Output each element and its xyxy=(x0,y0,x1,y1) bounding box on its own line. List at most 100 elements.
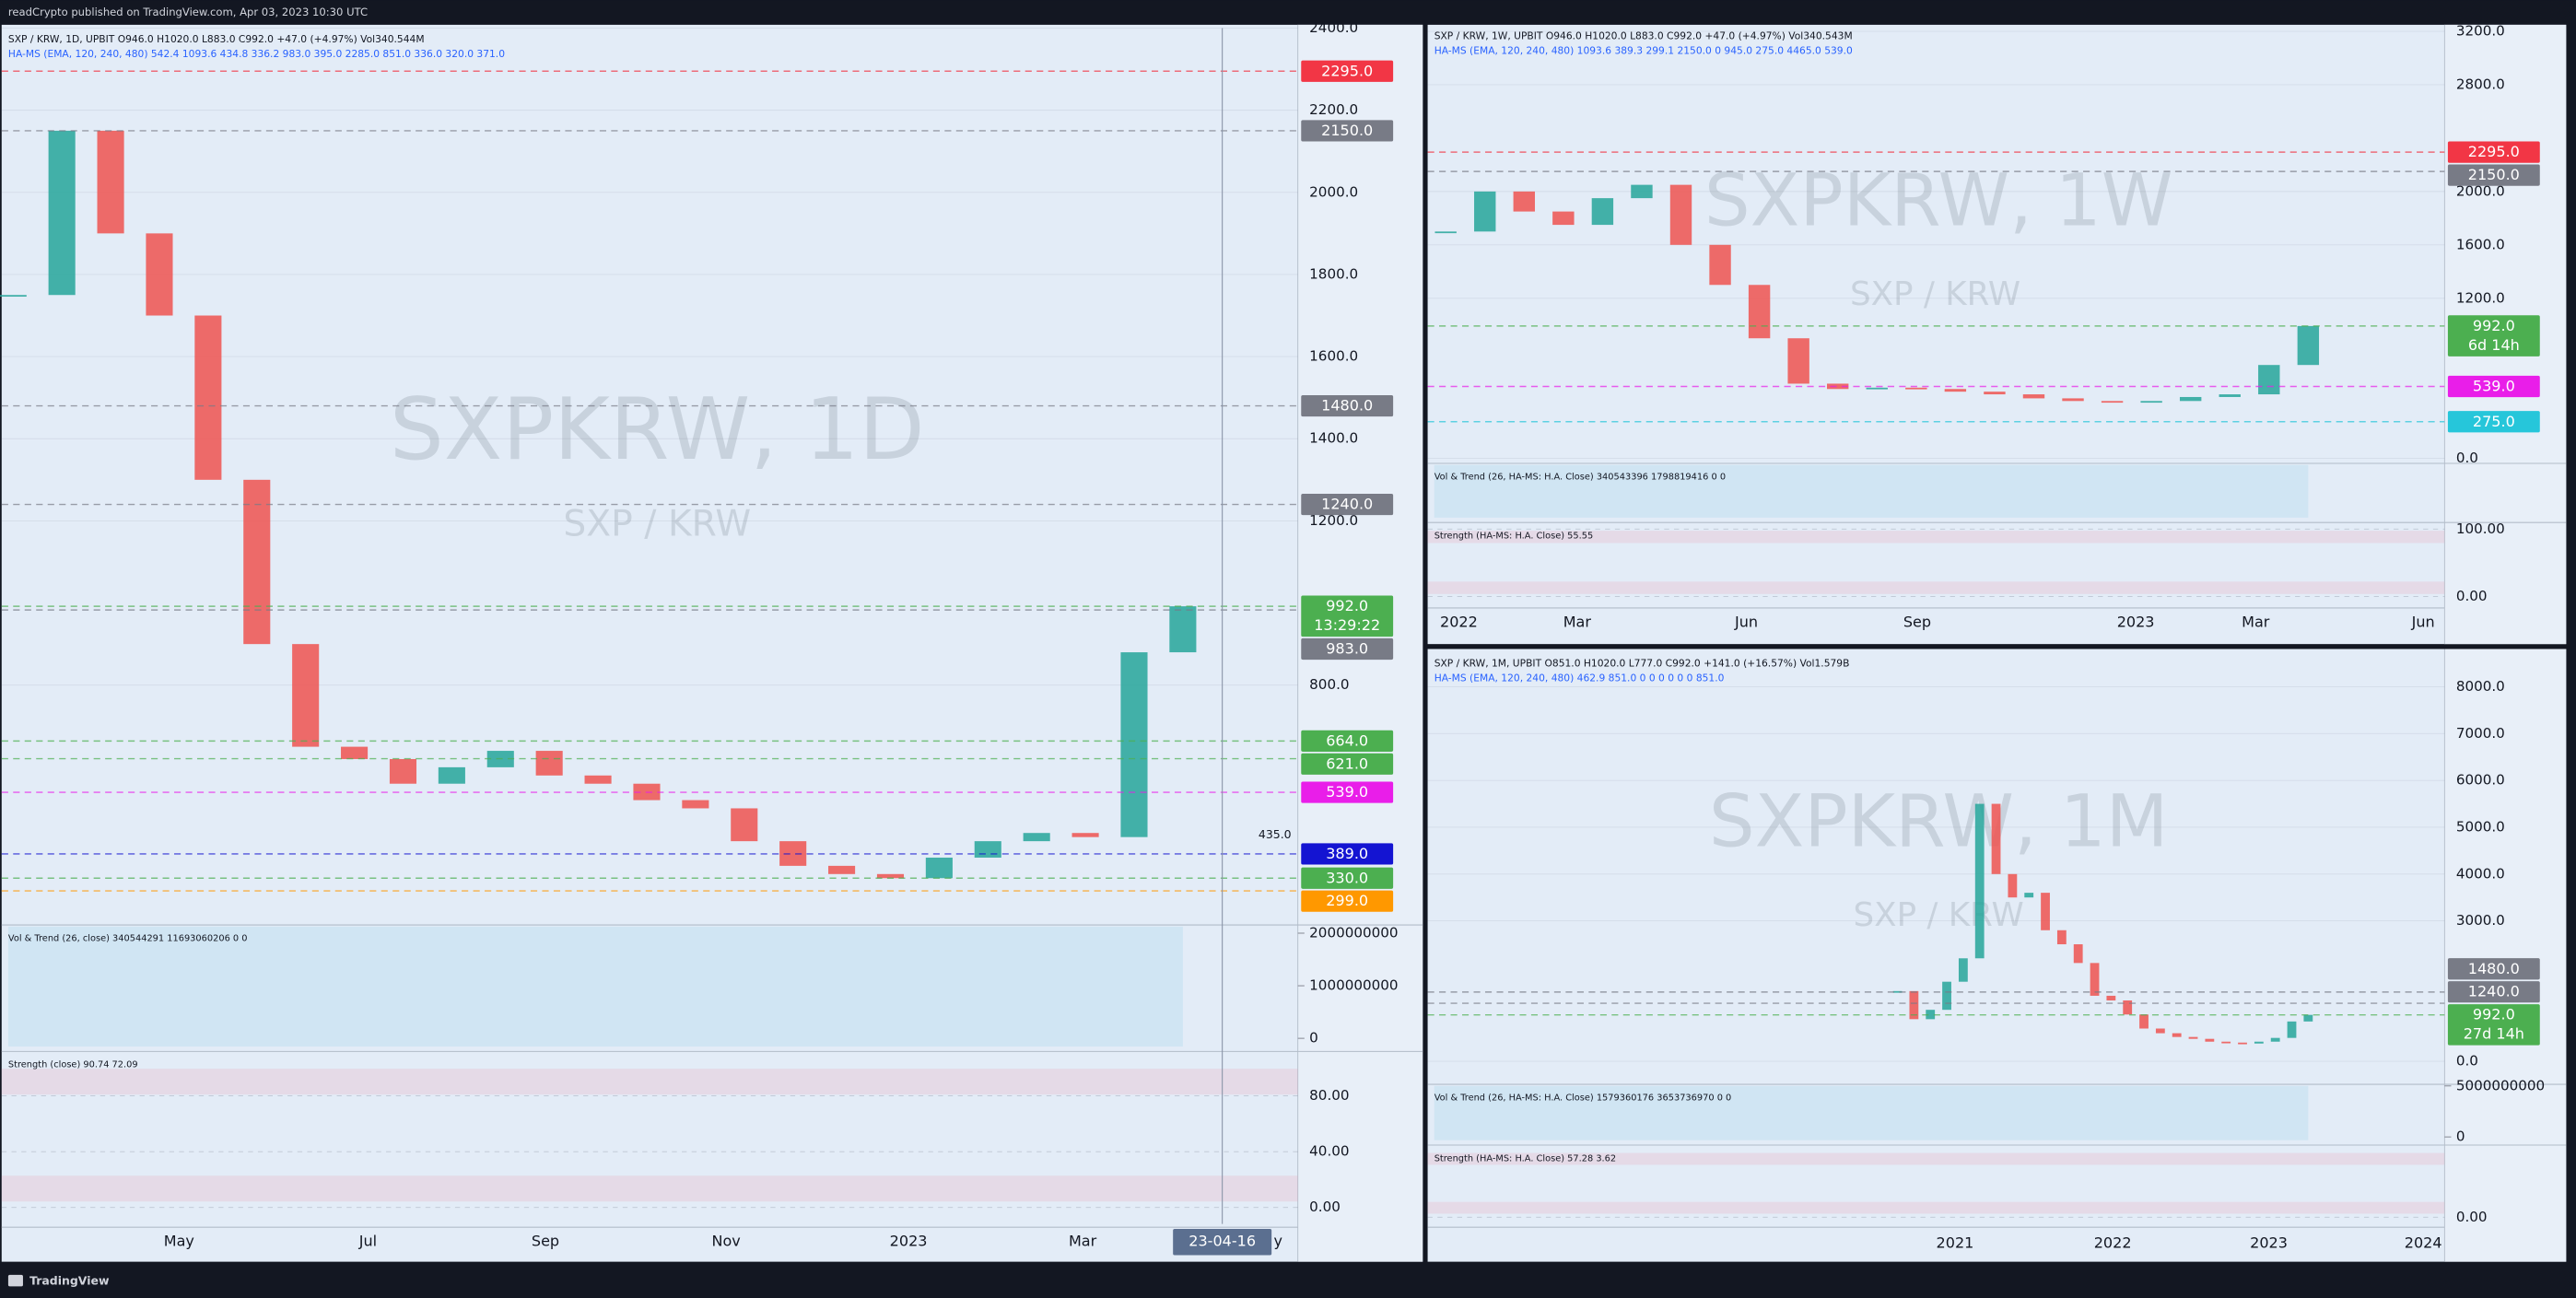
candle xyxy=(1023,833,1050,842)
candle xyxy=(2205,1038,2215,1042)
candle xyxy=(1169,606,1197,653)
strength-tick-label: 100.00 xyxy=(2456,520,2505,537)
x-tick-label: Mar xyxy=(1069,1233,1097,1250)
level-annotation: 435.0 xyxy=(1259,827,1292,841)
x-tick-label: Jun xyxy=(2411,613,2435,630)
price-badge-label: 1480.0 xyxy=(1321,397,1373,415)
price-badge xyxy=(1301,843,1394,865)
candle xyxy=(2188,1036,2198,1039)
candle xyxy=(243,479,271,645)
price-badge-label: 330.0 xyxy=(1326,869,1368,886)
candle xyxy=(1120,652,1148,837)
price-badge xyxy=(1301,395,1394,417)
watermark-sub: SXP / KRW xyxy=(1850,275,2020,313)
strength-pane-label: Strength (HA-MS: H.A. Close) 55.55 xyxy=(1434,531,1594,541)
volume-tick-label: 0 xyxy=(2456,1128,2465,1145)
candle xyxy=(828,865,856,874)
price-badge-label: 539.0 xyxy=(2473,378,2515,395)
x-tick-label: May xyxy=(164,1233,195,1250)
x-tick-label: 2024 xyxy=(2405,1234,2442,1252)
candle xyxy=(731,808,758,842)
candle xyxy=(2022,394,2045,399)
publish-info: readCrypto published on TradingView.com,… xyxy=(8,6,368,18)
candle xyxy=(2073,944,2083,964)
strength-band-top xyxy=(1,1069,1298,1095)
candle xyxy=(2221,1041,2231,1044)
strength-pane-label: Strength (HA-MS: H.A. Close) 57.28 3.62 xyxy=(1434,1153,1616,1164)
candle xyxy=(2258,365,2280,395)
volume-background xyxy=(7,926,1183,1047)
y-tick-label: 1200.0 xyxy=(1309,512,1358,529)
candle xyxy=(2139,1014,2149,1029)
price-badge-label: 1480.0 xyxy=(2468,960,2520,977)
candle xyxy=(2041,893,2050,930)
price-badge xyxy=(2447,141,2540,163)
price-badge xyxy=(1301,493,1394,516)
candle xyxy=(1958,958,1968,982)
price-badge-label: 389.0 xyxy=(1326,845,1368,862)
candle xyxy=(48,130,76,296)
volume-pane-label: Vol & Trend (26, HA-MS: H.A. Close) 1579… xyxy=(1434,1093,1732,1103)
candle xyxy=(1866,387,1888,390)
strength-pane-label: Strength (close) 90.74 72.09 xyxy=(8,1060,138,1070)
candle xyxy=(1944,389,1967,392)
y-tick-label: 7000.0 xyxy=(2456,725,2505,742)
price-badge-label: 275.0 xyxy=(2473,413,2515,430)
watermark: SXPKRW, 1M xyxy=(1709,779,2169,864)
volume-background xyxy=(1434,1085,2309,1140)
price-badge-label: 2295.0 xyxy=(1321,62,1373,79)
price-badge-label: 992.0 xyxy=(2473,317,2515,334)
price-badge xyxy=(2447,375,2540,398)
price-badge-label: 2150.0 xyxy=(2468,166,2520,183)
candle xyxy=(1071,833,1099,837)
candle xyxy=(1669,184,1692,245)
candle xyxy=(2090,963,2100,996)
price-badge-countdown: 6d 14h xyxy=(2468,336,2520,354)
chart-panel xyxy=(1427,24,2567,645)
price-badge-label: 299.0 xyxy=(1326,892,1368,909)
candle xyxy=(1909,990,1919,1020)
candle xyxy=(1513,191,1535,212)
candle xyxy=(2270,1037,2280,1042)
price-badge xyxy=(1301,753,1394,775)
cursor-date: 23-04-16 xyxy=(1188,1233,1256,1250)
candle xyxy=(876,873,905,879)
symbol-header: SXP / KRW, 1W, UPBIT O946.0 H1020.0 L883… xyxy=(1434,29,1853,41)
candle xyxy=(1787,338,1809,384)
candle xyxy=(1905,387,1927,390)
watermark: SXPKRW, 1D xyxy=(390,380,925,479)
candle xyxy=(389,758,417,784)
indicator-header: HA-MS (EMA, 120, 240, 480) 462.9 851.0 0… xyxy=(1434,672,1725,684)
candle xyxy=(1984,392,2006,395)
candle xyxy=(1631,184,1653,199)
symbol-header: SXP / KRW, 1M, UPBIT O851.0 H1020.0 L777… xyxy=(1434,658,1850,670)
price-badge-label: 2295.0 xyxy=(2468,143,2520,160)
x-tick-label: 2023 xyxy=(2250,1234,2288,1252)
candle xyxy=(584,775,612,784)
price-badge-label: 983.0 xyxy=(1326,640,1368,658)
price-badge xyxy=(1301,730,1394,752)
price-badge-label: 664.0 xyxy=(1326,731,1368,749)
brand: TradingView xyxy=(29,1274,110,1288)
indicator-header: HA-MS (EMA, 120, 240, 480) 1093.6 389.3 … xyxy=(1434,44,1853,56)
candle xyxy=(1892,990,1903,993)
y-tick-label: 800.0 xyxy=(1309,676,1349,693)
x-tick-label: Nov xyxy=(712,1233,742,1250)
price-badge xyxy=(1301,637,1394,661)
y-tick-label: 4000.0 xyxy=(2456,865,2505,882)
y-tick-label: 8000.0 xyxy=(2456,678,2505,695)
candle xyxy=(1926,1010,1936,1020)
brand-logo xyxy=(7,1274,23,1287)
price-badge xyxy=(1301,781,1394,803)
price-badge-label: 1240.0 xyxy=(1321,496,1373,513)
y-tick-label: 1400.0 xyxy=(1309,430,1358,447)
price-badge xyxy=(2447,981,2540,1003)
y-tick-label: 3200.0 xyxy=(2456,23,2505,40)
price-badge-label: 2150.0 xyxy=(1321,122,1373,139)
volume-tick-label: 0 xyxy=(1309,1030,1318,1047)
strength-tick-label: 0.00 xyxy=(2456,1209,2488,1225)
candle xyxy=(682,800,709,809)
price-badge-label: 621.0 xyxy=(1326,754,1368,772)
y-tick-label: 1800.0 xyxy=(1309,265,1358,282)
